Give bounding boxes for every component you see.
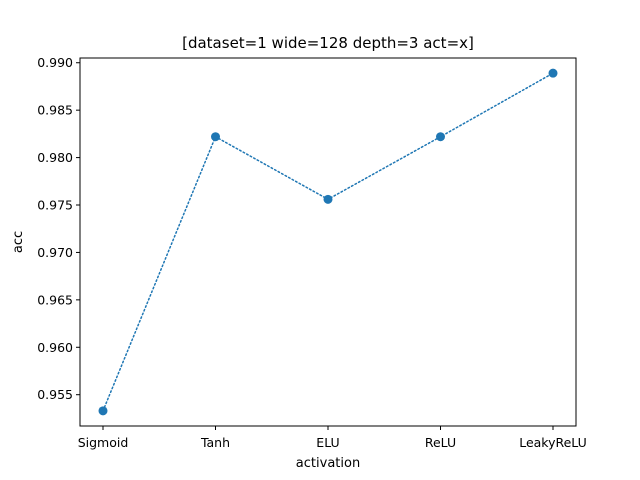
data-point-tanh <box>211 132 220 142</box>
x-axis-label: activation <box>296 456 360 471</box>
y-tick-label: 0.990 <box>37 55 73 70</box>
y-axis: 0.955 0.960 0.965 0.970 0.975 0.980 0.985 0.990 <box>37 55 80 402</box>
x-tick-label: Sigmoid <box>78 435 129 450</box>
x-tick-label: ELU <box>316 435 339 450</box>
y-tick-label: 0.965 <box>37 292 73 307</box>
x-axis: Sigmoid Tanh ELU ReLU LeakyReLU <box>78 426 587 450</box>
x-tick-label: LeakyReLU <box>519 435 587 450</box>
y-axis-label: acc <box>11 231 26 253</box>
y-tick-label: 0.980 <box>37 150 73 165</box>
chart-title: [dataset=1 wide=128 depth=3 act=x] <box>182 34 474 52</box>
x-tick-label: Tanh <box>200 435 230 450</box>
y-tick-label: 0.985 <box>37 103 73 118</box>
y-tick-label: 0.975 <box>37 198 73 213</box>
data-point-elu <box>323 194 333 204</box>
data-point-leakyrelu <box>548 68 558 78</box>
data-point-relu <box>436 132 445 142</box>
y-tick-label: 0.960 <box>37 340 73 355</box>
x-tick-label: ReLU <box>425 435 456 450</box>
y-tick-label: 0.955 <box>37 387 73 402</box>
y-tick-label: 0.970 <box>37 245 73 260</box>
data-point-sigmoid <box>98 406 108 416</box>
